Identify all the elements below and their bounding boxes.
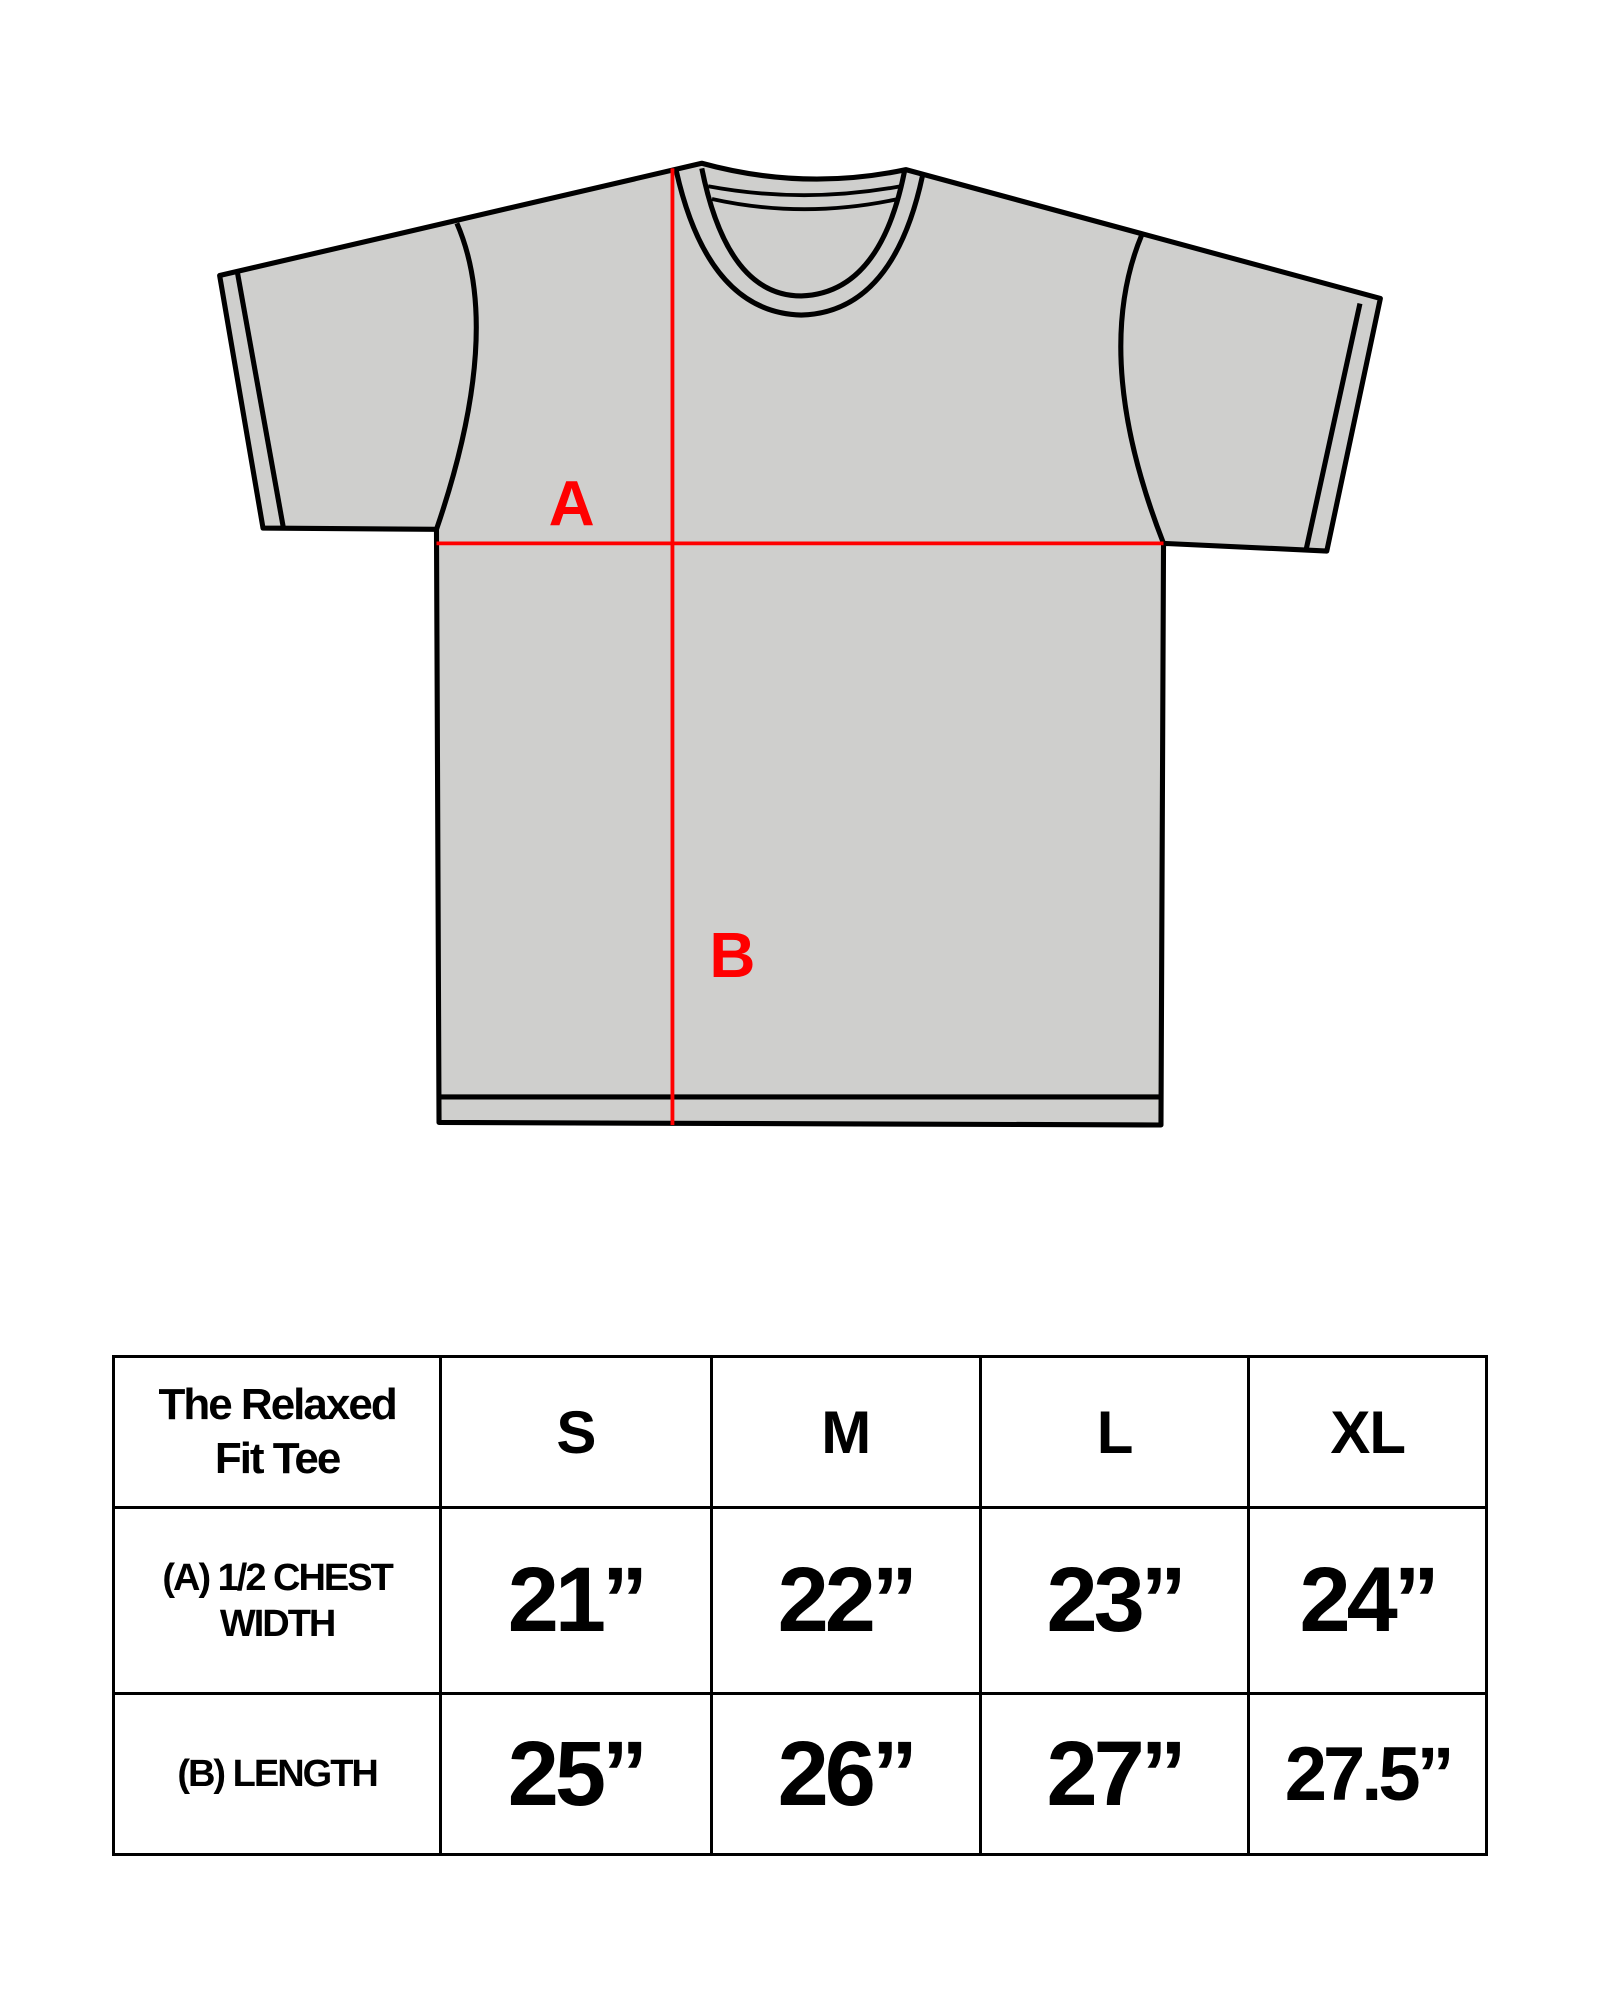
left-cuff-seam — [234, 272, 286, 529]
size-header: S — [439, 1355, 713, 1509]
shirt-outline — [217, 160, 1383, 1128]
table-title: The Relaxed Fit Tee — [111, 1355, 443, 1509]
right-armhole-seam — [1118, 233, 1166, 545]
size-header: L — [978, 1355, 1251, 1509]
title-line: The Relaxed — [158, 1380, 397, 1429]
row-label-line: WIDTH — [219, 1602, 337, 1645]
table-cell: 21” — [439, 1506, 713, 1695]
label-a: A — [549, 468, 595, 540]
label-b: B — [709, 919, 755, 991]
size-header: M — [709, 1355, 982, 1509]
table-cell: 25” — [439, 1692, 713, 1856]
table-cell: 27.5” — [1247, 1692, 1488, 1856]
size-header: XL — [1247, 1355, 1488, 1509]
table-cell: 27” — [978, 1692, 1251, 1856]
collar-band-2 — [711, 197, 899, 212]
collar-inner — [699, 167, 908, 299]
right-cuff-seam — [1303, 303, 1363, 550]
table-cell: 26” — [709, 1692, 982, 1856]
table-cell: 23” — [978, 1506, 1251, 1695]
row-label: (B) LENGTH — [111, 1692, 443, 1856]
table-row-chest: (A) 1/2 CHEST WIDTH 21” 22” 23” 24” — [111, 1506, 1488, 1695]
size-chart-table: The Relaxed Fit Tee S M L XL (A) 1/2 CHES… — [111, 1355, 1488, 1856]
title-line: Fit Tee — [214, 1434, 342, 1483]
table-row-length: (B) LENGTH 25” 26” 27” 27.5” — [111, 1692, 1488, 1856]
left-armhole-seam — [434, 222, 479, 531]
row-label-line: (A) 1/2 CHEST — [162, 1556, 393, 1599]
table-cell: 22” — [709, 1506, 982, 1695]
collar-band-1 — [707, 184, 902, 198]
row-label: (A) 1/2 CHEST WIDTH — [111, 1506, 443, 1695]
table-header-row: The Relaxed Fit Tee S M L XL — [111, 1355, 1488, 1509]
table-cell: 24” — [1247, 1506, 1488, 1695]
collar-outer — [673, 170, 925, 318]
